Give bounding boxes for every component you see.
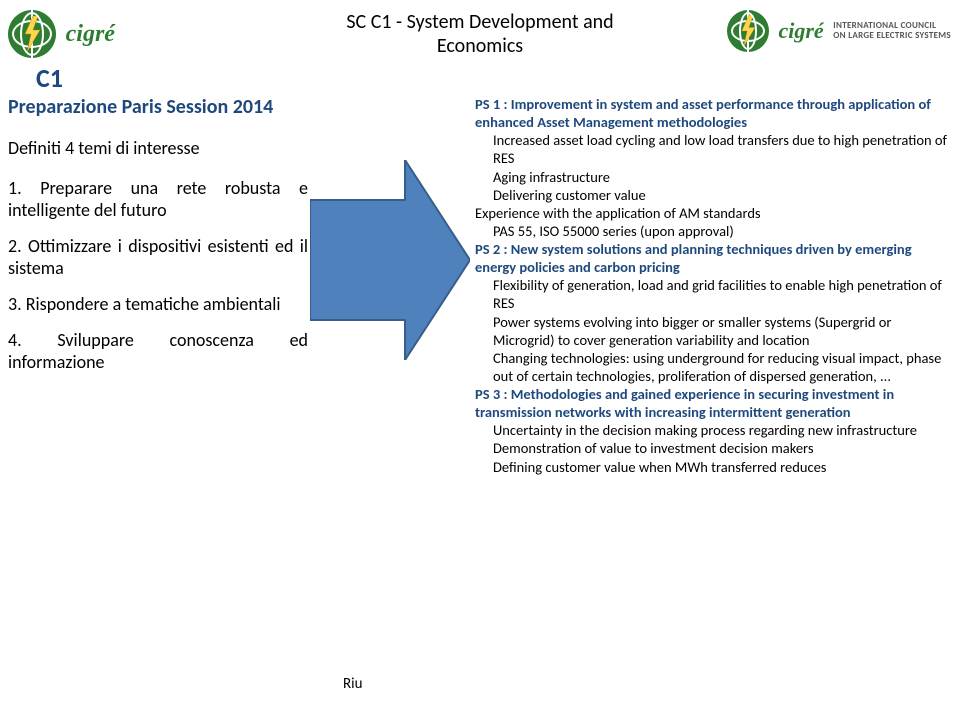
content-line: Aging infrastructure: [475, 168, 953, 186]
item-text: Preparare una rete robusta e intelligent…: [8, 177, 308, 221]
content-text: Experience with the application of AM st…: [475, 204, 761, 222]
ps-heading: PS 2 : New system solutions and planning…: [475, 240, 912, 276]
item-number: 4.: [8, 329, 57, 351]
footer-fragment: Riu: [343, 675, 362, 693]
list-item: 3. Rispondere a tematiche ambientali: [8, 293, 308, 315]
content-text: Flexibility of generation, load and grid…: [493, 276, 942, 312]
content-line: PS 1 : Improvement in system and asset p…: [475, 95, 953, 131]
lightning-bolt-icon: [22, 16, 42, 52]
item-number: 1.: [8, 177, 40, 199]
content-text: Defining customer value when MWh transfe…: [493, 458, 826, 476]
content-text: Power systems evolving into bigger or sm…: [493, 313, 891, 349]
session-title: Preparazione Paris Session 2014: [8, 95, 308, 119]
page-title: SC C1 - System Development and Economics: [310, 10, 650, 58]
item-number: 2.: [8, 235, 28, 257]
content-text: Increased asset load cycling and low loa…: [493, 131, 947, 167]
content-line: Power systems evolving into bigger or sm…: [475, 313, 953, 349]
content-text: Demonstration of value to investment dec…: [493, 439, 814, 457]
content-line: PS 3 : Methodologies and gained experien…: [475, 385, 953, 421]
item-text: Rispondere a tematiche ambientali: [26, 293, 281, 315]
cigre-brand-right: cigré: [778, 18, 823, 44]
globe-icon: [8, 10, 56, 58]
logo-left: cigré C1: [8, 10, 115, 94]
cigre-brand-left: cigré: [66, 21, 115, 48]
arrow-shape: [310, 160, 470, 360]
content-text: Uncertainty in the decision making proce…: [493, 421, 917, 439]
lightning-bolt-icon: [739, 15, 757, 47]
content-line: Changing technologies: using underground…: [475, 349, 953, 385]
content-text: Aging infrastructure: [493, 168, 610, 186]
council-line-1: INTERNATIONAL COUNCIL: [833, 20, 936, 31]
item-text: Ottimizzare i dispositivi esistenti ed i…: [8, 235, 308, 279]
item-number: 3.: [8, 293, 26, 315]
left-column: Preparazione Paris Session 2014 Definiti…: [8, 95, 308, 387]
content-line: Uncertainty in the decision making proce…: [475, 421, 953, 439]
content-line: Flexibility of generation, load and grid…: [475, 276, 953, 312]
content-line: PS 2 : New system solutions and planning…: [475, 240, 953, 276]
ps-heading: PS 3 : Methodologies and gained experien…: [475, 385, 894, 421]
list-item: 4. Sviluppare conoscenza ed informazione: [8, 329, 308, 373]
content-text: Delivering customer value: [493, 186, 646, 204]
logo-right: cigré INTERNATIONAL COUNCIL ON LARGE ELE…: [727, 10, 951, 52]
globe-icon: [727, 10, 769, 52]
content-line: Defining customer value when MWh transfe…: [475, 458, 953, 476]
arrow-polygon: [310, 160, 470, 360]
numbered-list: 1. Preparare una rete robusta e intellig…: [8, 177, 308, 373]
content-line: Delivering customer value: [475, 186, 953, 204]
content-line: Increased asset load cycling and low loa…: [475, 131, 953, 167]
ps-heading: PS 1 : Improvement in system and asset p…: [475, 95, 931, 131]
council-line-2: ON LARGE ELECTRIC SYSTEMS: [833, 30, 951, 41]
list-item: 2. Ottimizzare i dispositivi esistenti e…: [8, 235, 308, 279]
content-line: PAS 55, ISO 55000 series (upon approval): [475, 222, 953, 240]
content-line: Experience with the application of AM st…: [475, 204, 953, 222]
content-text: Changing technologies: using underground…: [493, 349, 941, 385]
content-line: Demonstration of value to investment dec…: [475, 439, 953, 457]
right-column: PS 1 : Improvement in system and asset p…: [475, 95, 953, 476]
title-line-2: Economics: [310, 34, 650, 58]
header-row: cigré C1 SC C1 - System Development and …: [0, 10, 959, 80]
content-text: PAS 55, ISO 55000 series (upon approval): [493, 222, 734, 240]
title-line-1: SC C1 - System Development and: [310, 10, 650, 34]
c1-label: C1: [36, 62, 115, 94]
council-text: INTERNATIONAL COUNCIL ON LARGE ELECTRIC …: [833, 21, 951, 42]
list-item: 1. Preparare una rete robusta e intellig…: [8, 177, 308, 221]
defined-themes: Definiti 4 temi di interesse: [8, 137, 308, 159]
